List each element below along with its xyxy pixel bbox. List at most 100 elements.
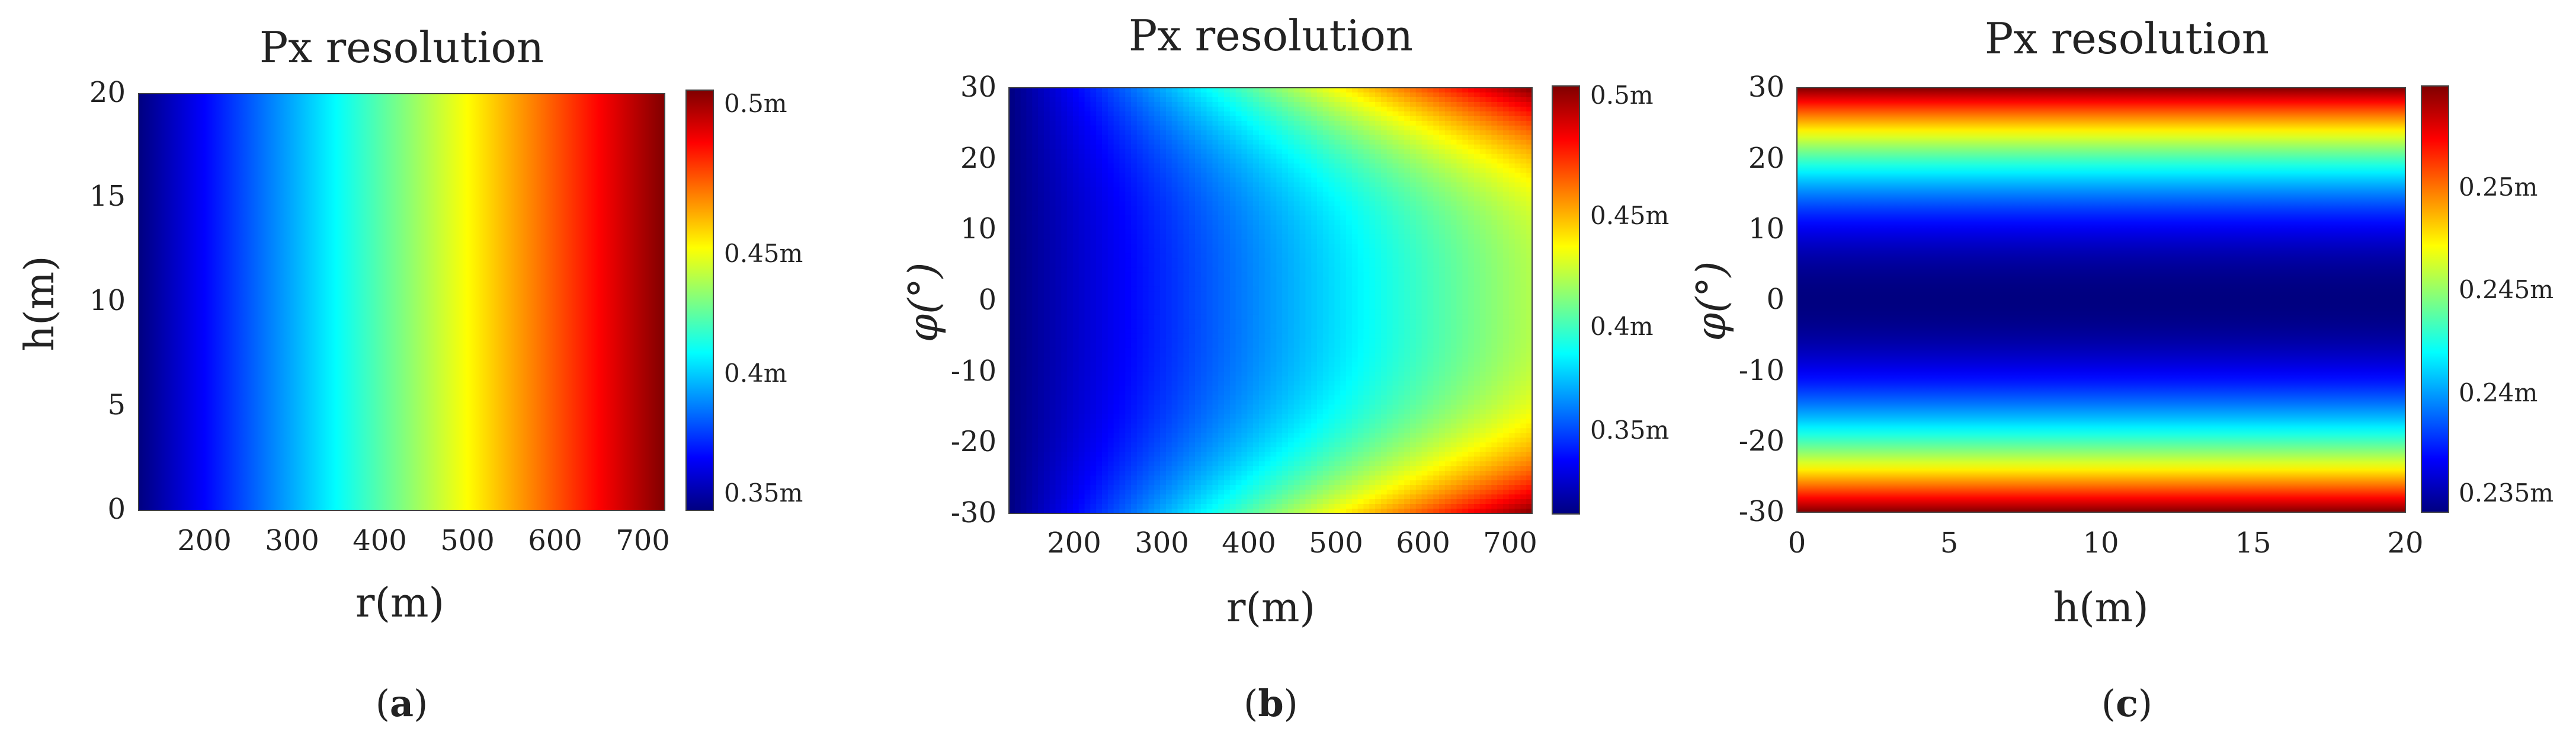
heatmap-b-cell bbox=[1183, 324, 1190, 330]
heatmap-b-cell bbox=[1287, 319, 1295, 325]
heatmap-b-cell bbox=[1055, 296, 1062, 301]
heatmap-b-cell bbox=[1136, 88, 1143, 93]
heatmap-b-cell bbox=[1375, 215, 1382, 221]
heatmap-b-cell bbox=[1282, 263, 1289, 268]
heatmap-b-cell bbox=[1270, 333, 1277, 339]
heatmap-b-cell bbox=[1456, 116, 1463, 122]
heatmap-b-cell bbox=[1514, 88, 1521, 93]
heatmap-b-cell bbox=[1276, 263, 1283, 268]
heatmap-b-cell bbox=[1084, 215, 1091, 221]
heatmap-b-cell bbox=[1148, 116, 1155, 122]
heatmap-b-cell bbox=[1421, 286, 1428, 292]
heatmap-b-cell bbox=[1014, 168, 1021, 174]
heatmap-b-cell bbox=[1299, 187, 1306, 193]
heatmap-b-cell bbox=[1508, 158, 1516, 164]
heatmap-b-cell bbox=[1270, 319, 1277, 325]
heatmap-b-cell bbox=[1264, 97, 1271, 103]
heatmap-b-cell bbox=[1514, 324, 1521, 330]
heatmap-b-cell bbox=[1293, 324, 1300, 330]
heatmap-b-cell bbox=[1363, 158, 1370, 164]
heatmap-b-cell bbox=[1136, 135, 1143, 141]
heatmap-b-cell bbox=[1357, 135, 1364, 141]
heatmap-b-cell bbox=[1392, 258, 1399, 263]
heatmap-b-cell bbox=[1078, 97, 1085, 103]
heatmap-b-cell bbox=[1433, 296, 1440, 301]
heatmap-b-cell bbox=[1049, 305, 1056, 311]
heatmap-b-cell bbox=[1224, 116, 1231, 122]
heatmap-b-cell bbox=[1328, 130, 1335, 136]
heatmap-b-cell bbox=[1055, 314, 1062, 320]
heatmap-b-cell bbox=[1520, 168, 1527, 174]
heatmap-b-cell bbox=[1473, 239, 1481, 244]
heatmap-b-cell bbox=[1253, 244, 1260, 249]
heatmap-b-cell bbox=[1206, 244, 1213, 249]
heatmap-b-cell bbox=[1462, 282, 1469, 287]
heatmap-b-cell bbox=[1165, 139, 1172, 145]
heatmap-b-cell bbox=[1101, 253, 1108, 258]
heatmap-b-cell bbox=[1508, 111, 1516, 117]
heatmap-b-cell bbox=[1282, 272, 1289, 277]
heatmap-b-cell bbox=[1404, 144, 1411, 150]
heatmap-b-cell bbox=[1276, 88, 1283, 93]
heatmap-b-cell bbox=[1194, 286, 1202, 292]
heatmap-b-cell bbox=[1456, 324, 1463, 330]
heatmap-b-cell bbox=[1421, 253, 1428, 258]
heatmap-b-cell bbox=[1026, 225, 1033, 230]
heatmap-b-cell bbox=[1165, 154, 1172, 159]
heatmap-b-cell bbox=[1392, 116, 1399, 122]
heatmap-b-cell bbox=[1346, 324, 1353, 330]
heatmap-b-cell bbox=[1101, 149, 1108, 155]
heatmap-b-cell bbox=[1299, 92, 1306, 98]
panel-letter-a: a bbox=[390, 682, 414, 725]
heatmap-b-cell bbox=[1160, 328, 1167, 334]
heatmap-b-cell bbox=[1154, 291, 1161, 296]
heatmap-b-cell bbox=[1241, 338, 1248, 344]
heatmap-b-cell bbox=[1084, 248, 1091, 254]
heatmap-b-cell bbox=[1276, 328, 1283, 334]
heatmap-b-cell bbox=[1357, 149, 1364, 155]
heatmap-b-cell bbox=[1026, 201, 1033, 207]
heatmap-b-cell bbox=[1253, 130, 1260, 136]
heatmap-b-cell bbox=[1229, 263, 1236, 268]
heatmap-b-cell bbox=[1009, 347, 1015, 353]
heatmap-b-cell bbox=[1241, 267, 1248, 273]
heatmap-b-cell bbox=[1212, 263, 1219, 268]
heatmap-b-cell bbox=[1247, 277, 1254, 282]
heatmap-b-cell bbox=[1177, 229, 1184, 235]
heatmap-b-cell bbox=[1177, 296, 1184, 301]
heatmap-b-cell bbox=[1351, 234, 1359, 240]
heatmap-b-cell bbox=[1206, 324, 1213, 330]
heatmap-b-cell bbox=[1061, 333, 1068, 339]
heatmap-b-cell bbox=[1316, 144, 1324, 150]
heatmap-b-cell bbox=[1183, 215, 1190, 221]
heatmap-b-cell bbox=[1351, 309, 1359, 315]
heatmap-b-cell bbox=[1043, 206, 1050, 212]
heatmap-b-cell bbox=[1328, 210, 1335, 216]
heatmap-b-cell bbox=[1032, 191, 1039, 197]
heatmap-b-cell bbox=[1218, 182, 1225, 188]
heatmap-b-cell bbox=[1113, 225, 1120, 230]
heatmap-b-cell bbox=[1171, 215, 1178, 221]
heatmap-b-cell bbox=[1497, 244, 1504, 249]
heatmap-b-cell bbox=[1328, 97, 1335, 103]
heatmap-b-cell bbox=[1224, 182, 1231, 188]
heatmap-b-cell bbox=[1125, 106, 1132, 112]
heatmap-b-cell bbox=[1009, 324, 1015, 330]
heatmap-b-cell bbox=[1165, 301, 1172, 306]
heatmap-b-cell bbox=[1299, 144, 1306, 150]
heatmap-b-cell bbox=[1032, 158, 1039, 164]
heatmap-b-cell bbox=[1270, 210, 1277, 216]
heatmap-b-cell bbox=[1404, 301, 1411, 306]
heatmap-b-cell bbox=[1439, 206, 1446, 212]
heatmap-b-cell bbox=[1444, 324, 1452, 330]
heatmap-b-cell bbox=[1038, 305, 1045, 311]
heatmap-b-cell bbox=[1165, 272, 1172, 277]
heatmap-b-cell bbox=[1067, 120, 1074, 126]
heatmap-b-cell bbox=[1270, 253, 1277, 258]
heatmap-b-cell bbox=[1131, 158, 1138, 164]
heatmap-b-cell bbox=[1473, 173, 1481, 178]
heatmap-b-cell bbox=[1456, 97, 1463, 103]
heatmap-b-cell bbox=[1020, 338, 1027, 344]
heatmap-b-cell bbox=[1369, 282, 1376, 287]
heatmap-b-cell bbox=[1020, 182, 1027, 188]
